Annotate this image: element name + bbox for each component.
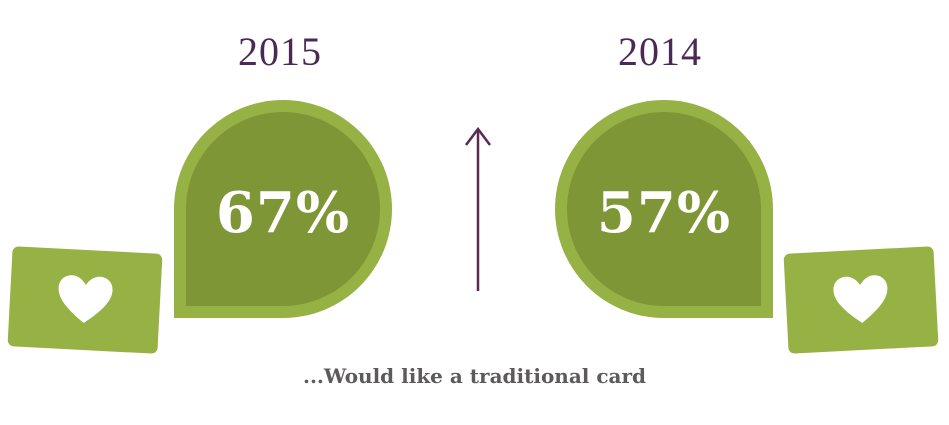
- arrow-up-icon: [465, 126, 491, 291]
- heart-icon: [831, 274, 892, 327]
- greeting-card-left: [7, 246, 163, 354]
- percent-bubble-2015-inner: 67%: [186, 112, 380, 306]
- percent-2015: 67%: [215, 180, 351, 246]
- caption: ...Would like a traditional card: [302, 364, 647, 388]
- percent-bubble-2015: 67%: [174, 100, 392, 318]
- percent-bubble-2014-inner: 57%: [567, 112, 761, 306]
- heart-icon: [55, 274, 116, 327]
- percent-2014: 57%: [596, 180, 732, 246]
- year-2014-label: 2014: [618, 29, 702, 74]
- year-2015-label: 2015: [238, 29, 322, 74]
- greeting-card-right: [783, 246, 939, 354]
- percent-bubble-2014: 57%: [555, 100, 773, 318]
